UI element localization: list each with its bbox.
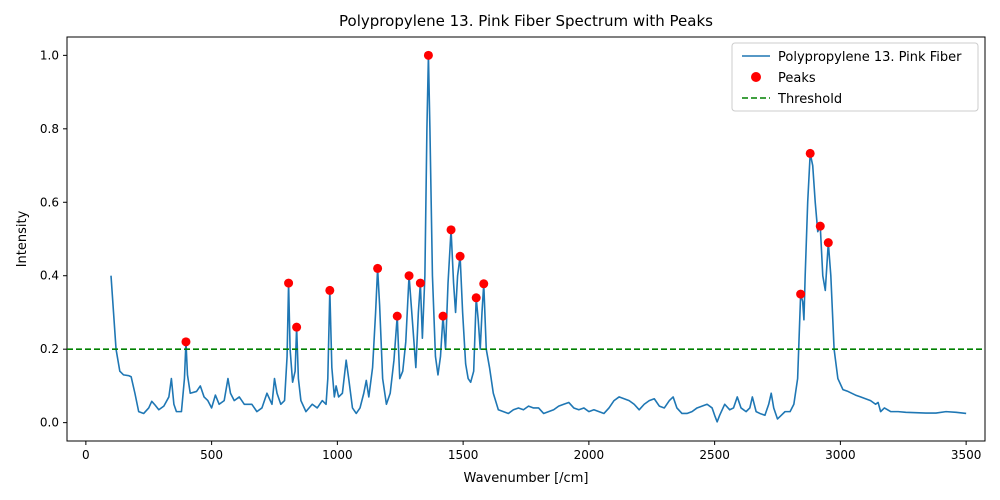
x-axis: 0 500 1000 1500 2000 2500 3000 3500: [82, 441, 981, 462]
peak-marker: [471, 293, 481, 303]
peak-marker: [479, 279, 489, 289]
peak-marker: [292, 322, 302, 332]
x-tick-label: 3000: [825, 448, 856, 462]
peak-marker: [423, 50, 433, 60]
peak-marker: [805, 148, 815, 158]
x-tick-label: 500: [200, 448, 223, 462]
y-tick-label: 0.8: [40, 122, 59, 136]
y-axis: 0.0 0.2 0.4 0.6 0.8 1.0: [40, 48, 67, 430]
legend-label-threshold: Threshold: [777, 92, 842, 107]
y-tick-label: 0.6: [40, 195, 59, 209]
plot-area: [67, 50, 985, 423]
y-tick-label: 0.2: [40, 342, 59, 356]
peak-marker: [823, 238, 833, 248]
x-tick-label: 2500: [699, 448, 730, 462]
peak-marker: [438, 311, 448, 321]
spectrum-line: [110, 54, 967, 423]
peak-marker: [446, 225, 456, 235]
x-tick-label: 3500: [951, 448, 982, 462]
peak-marker: [284, 278, 294, 288]
plot-frame: [66, 36, 986, 442]
x-tick-label: 2000: [574, 448, 605, 462]
peak-marker: [796, 289, 806, 299]
legend-label-peaks: Peaks: [778, 71, 816, 86]
x-axis-label: Wavenumber [/cm]: [464, 471, 589, 486]
x-tick-label: 0: [82, 448, 90, 462]
peak-marker: [325, 285, 335, 295]
y-axis-label: Intensity: [15, 210, 30, 267]
legend-box: [731, 42, 979, 112]
peak-marker: [373, 263, 383, 273]
y-tick-label: 1.0: [40, 48, 59, 62]
peak-marker: [404, 271, 414, 281]
legend: Polypropylene 13. Pink Fiber Peaks Thres…: [731, 42, 979, 112]
x-tick-label: 1000: [322, 448, 353, 462]
legend-marker-swatch: [751, 72, 761, 82]
peak-marker: [415, 278, 425, 288]
x-tick-label: 1500: [448, 448, 479, 462]
peak-marker: [181, 337, 191, 347]
chart-title: Polypropylene 13. Pink Fiber Spectrum wi…: [339, 12, 713, 30]
y-tick-label: 0.0: [40, 416, 59, 430]
peak-marker: [392, 311, 402, 321]
y-tick-label: 0.4: [40, 269, 59, 283]
peak-marker: [455, 251, 465, 261]
legend-label-spectrum: Polypropylene 13. Pink Fiber: [778, 50, 962, 65]
peak-marker: [815, 221, 825, 231]
